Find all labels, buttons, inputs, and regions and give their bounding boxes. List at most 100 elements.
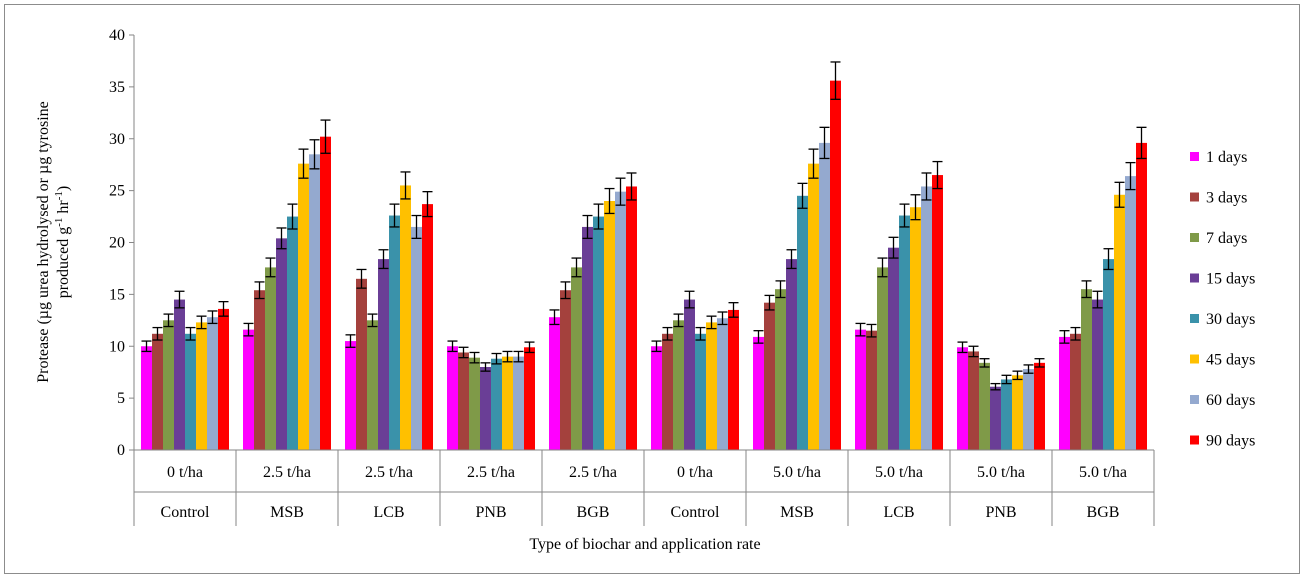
category-rate-label: 5.0 t/ha: [977, 464, 1025, 481]
category-type-label: BGB: [1087, 504, 1120, 521]
bar: [662, 333, 673, 450]
bar: [243, 329, 254, 450]
y-axis-label-sup2: -1: [53, 191, 65, 200]
bar: [775, 289, 786, 450]
category-rate-label: 2.5 t/ha: [467, 464, 515, 481]
y-tick-label: 0: [117, 442, 125, 459]
y-tick-label: 25: [109, 183, 125, 200]
bar: [141, 346, 152, 450]
bar: [163, 320, 174, 450]
category-rate-label: 0 t/ha: [167, 464, 203, 481]
bar: [400, 185, 411, 450]
bar: [1136, 142, 1147, 450]
legend-swatch: [1190, 192, 1199, 202]
bar: [447, 346, 458, 450]
category-type-label: PNB: [475, 504, 506, 521]
category-rate-label: 5.0 t/ha: [773, 464, 821, 481]
bar: [582, 226, 593, 450]
bar: [888, 247, 899, 450]
bar: [1103, 259, 1114, 450]
bar: [1034, 362, 1045, 450]
bar: [207, 317, 218, 450]
bar: [152, 333, 163, 450]
category-rate-label: 2.5 t/ha: [263, 464, 311, 481]
bar: [673, 320, 684, 450]
legend-label: 30 days: [1206, 311, 1255, 328]
bar: [196, 322, 207, 450]
y-tick-label: 35: [109, 79, 125, 96]
y-axis-label-line2: produced g-1 hr-1): [53, 186, 72, 299]
bar: [1059, 336, 1070, 450]
legend-label: 1 days: [1206, 149, 1247, 166]
bar: [560, 290, 571, 450]
bar: [1081, 289, 1092, 450]
bar: [174, 299, 185, 450]
bar: [287, 216, 298, 450]
bar: [877, 267, 888, 450]
bar: [502, 356, 513, 450]
bar: [254, 290, 265, 450]
bar: [990, 386, 1001, 450]
bars-group: [141, 61, 1147, 451]
bar: [899, 215, 910, 450]
bar: [1023, 369, 1034, 450]
legend-label: 60 days: [1206, 392, 1255, 409]
bar: [855, 329, 866, 450]
legend-label: 3 days: [1206, 190, 1247, 207]
bar: [604, 201, 615, 450]
category-type-label: LCB: [883, 504, 914, 521]
legend-swatch: [1190, 354, 1199, 364]
category-rate-label: 2.5 t/ha: [569, 464, 617, 481]
bar: [491, 358, 502, 450]
y-axis-label-line1: Protease (µg urea hydrolysed or µg tyros…: [35, 101, 52, 382]
category-rate-label: 5.0 t/ha: [875, 464, 923, 481]
bar: [218, 308, 229, 450]
bar: [469, 357, 480, 450]
category-type-label: PNB: [985, 504, 1016, 521]
bar: [411, 226, 422, 450]
y-tick-label: 15: [109, 286, 125, 303]
legend-swatch: [1190, 395, 1199, 404]
bar: [320, 136, 331, 451]
y-tick-label: 30: [109, 131, 125, 148]
category-type-label: MSB: [270, 504, 304, 521]
bar: [1114, 194, 1125, 450]
y-axis-label-mid: hr: [55, 200, 72, 218]
x-axis: 0 t/ha Control 2.5 t/ha MSB 2.5 t/ha LCB 2.5 t…: [133, 449, 1155, 526]
category-rate-label: 2.5 t/ha: [365, 464, 413, 481]
bar: [422, 204, 433, 450]
y-tick-label: 5: [117, 390, 125, 407]
bar: [910, 207, 921, 450]
bar: [1001, 379, 1012, 450]
bar: [615, 191, 626, 450]
bar: [626, 186, 637, 450]
bar: [549, 317, 560, 450]
y-axis: 0 5 10 15 20 25 30 35 40: [109, 27, 135, 459]
category-rate-label: 0 t/ha: [677, 464, 713, 481]
legend-label: 90 days: [1206, 433, 1255, 450]
category-type-label: Control: [161, 504, 210, 521]
legend: 1 days 3 days 7 days 15 days 30 days 45 days 6…: [1190, 149, 1255, 450]
bar: [1125, 176, 1136, 450]
bar: [866, 330, 877, 450]
legend-label: 15 days: [1206, 271, 1255, 288]
y-axis-label-sup1: -1: [53, 218, 65, 227]
legend-swatch: [1190, 152, 1199, 161]
bar: [265, 267, 276, 450]
bar: [298, 163, 309, 450]
bar: [389, 215, 400, 450]
bar: [684, 299, 695, 450]
bar: [797, 195, 808, 450]
bar: [524, 347, 535, 450]
bar: [1070, 333, 1081, 450]
category-type-label: BGB: [577, 504, 610, 521]
bar: [753, 336, 764, 450]
bar: [695, 333, 706, 450]
bar: [921, 186, 932, 450]
category-rate-label: 5.0 t/ha: [1079, 464, 1127, 481]
y-tick-label: 40: [109, 27, 125, 44]
bar: [808, 163, 819, 450]
y-axis-label-main: produced g: [55, 227, 72, 299]
bar: [593, 216, 604, 450]
